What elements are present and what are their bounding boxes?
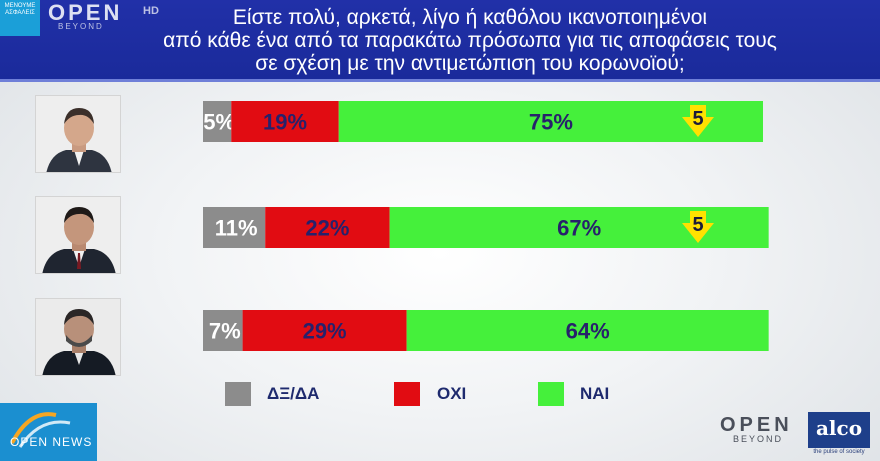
- question-title: Είστε πολύ, αρκετά, λίγο ή καθόλου ικανο…: [120, 6, 820, 75]
- open-news-logo: OPEN NEWS: [0, 403, 97, 461]
- label-no-person-1: 19%: [263, 110, 307, 135]
- change-arrow-person-2: 5: [682, 211, 714, 243]
- portrait-person-3: [35, 298, 121, 376]
- bar-dk-person-2: [203, 207, 266, 248]
- change-arrow-person-1: 5: [682, 105, 714, 137]
- legend-swatch-dk: [225, 382, 251, 406]
- title-line-3: σε σχέση με την αντιμετώπιση του κορωνοϊ…: [255, 52, 685, 75]
- bar-no-person-1: [231, 101, 339, 142]
- label-yes-person-1: 75%: [529, 110, 573, 135]
- title-line-1: Είστε πολύ, αρκετά, λίγο ή καθόλου ικανο…: [232, 6, 708, 29]
- svg-text:5: 5: [692, 214, 703, 236]
- label-yes-person-2: 67%: [557, 216, 601, 241]
- header-banner: ΜΕΝΟΥΜΕ ΑΣΦΑΛΕΙΣ OPEN BEYOND HD Είστε πο…: [0, 0, 880, 82]
- portrait-person-1: [35, 95, 121, 173]
- bar-dk-person-1: [203, 101, 232, 142]
- bar-yes-person-3: [406, 310, 769, 351]
- open-logo: OPEN: [720, 414, 793, 436]
- label-dk-person-1: 5%: [203, 110, 235, 135]
- svg-text:5: 5: [692, 108, 703, 130]
- open-news-text: OPEN NEWS: [10, 435, 93, 449]
- label-no-person-3: 29%: [303, 319, 347, 344]
- portrait-person-2: [35, 196, 121, 274]
- alco-tagline: the pulse of society: [813, 449, 865, 455]
- label-yes-person-3: 64%: [566, 319, 610, 344]
- stay-safe-badge: ΜΕΝΟΥΜΕ ΑΣΦΑΛΕΙΣ: [0, 0, 40, 36]
- bar-no-person-2: [265, 207, 390, 248]
- channel-logo: OPEN: [48, 0, 123, 25]
- bar-no-person-3: [242, 310, 407, 351]
- label-dk-person-2: 11%: [215, 216, 258, 241]
- channel-logo-subtitle: BEYOND: [58, 22, 104, 31]
- legend-swatch-yes: [538, 382, 564, 406]
- open-logo-subtitle: BEYOND: [733, 434, 784, 444]
- label-no-person-2: 22%: [305, 216, 349, 241]
- bar-dk-person-3: [203, 310, 243, 351]
- hd-tag: HD: [143, 5, 159, 17]
- legend-label-dk: ΔΞ/ΔΑ: [267, 384, 320, 403]
- legend-label-no: ΟΧΙ: [437, 384, 467, 403]
- legend-swatch-no: [394, 382, 420, 406]
- label-dk-person-3: 7%: [209, 319, 241, 344]
- title-line-2: από κάθε ένα από τα παρακάτω πρόσωπα για…: [163, 29, 777, 52]
- alco-logo: alco: [808, 412, 870, 448]
- legend-label-yes: ΝΑΙ: [580, 384, 610, 403]
